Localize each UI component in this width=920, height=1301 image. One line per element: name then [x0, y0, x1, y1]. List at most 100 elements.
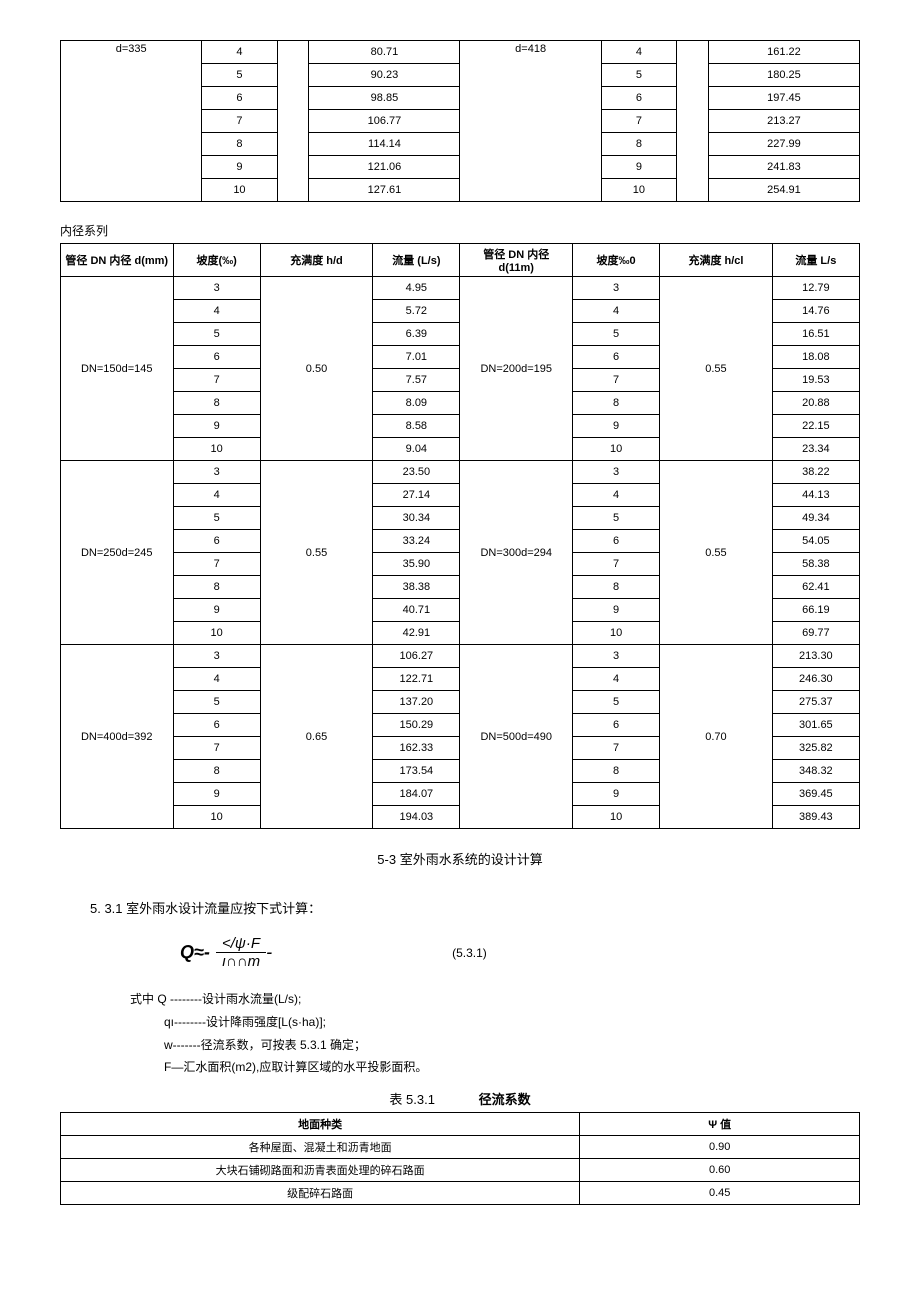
main-table: 管径 DN 内径 d(mm) 坡度(‰) 充满度 h/d 流量 (L/s) 管径…	[60, 243, 860, 829]
coeff-caption-right: 径流系数	[479, 1092, 531, 1107]
cell-slope: 6	[173, 346, 260, 369]
cell-flow: 106.27	[373, 645, 460, 668]
cell-slope: 4	[173, 300, 260, 323]
cell-slope: 6	[572, 714, 659, 737]
hdr-col4: 流量 (L/s)	[373, 244, 460, 277]
cell-flow: 38.22	[772, 461, 859, 484]
cell-slope: 8	[173, 392, 260, 415]
hd-cell: 0.55	[260, 461, 373, 645]
cell-flow: 40.71	[373, 599, 460, 622]
cell-slope: 3	[173, 277, 260, 300]
cell-flow: 254.91	[708, 179, 859, 202]
cell-flow: 16.51	[772, 323, 859, 346]
coeff-hdr-2: Ψ 值	[580, 1113, 860, 1136]
cell-flow: 8.09	[373, 392, 460, 415]
cell-flow: 5.72	[373, 300, 460, 323]
dn-cell: DN=150d=145	[61, 277, 174, 461]
cell-slope: 8	[601, 133, 676, 156]
cell-flow: 62.41	[772, 576, 859, 599]
cell-flow: 90.23	[309, 64, 460, 87]
hdr-col7: 充满度 h/cl	[660, 244, 773, 277]
cell-slope: 8	[572, 392, 659, 415]
cell-slope: 10	[202, 179, 277, 202]
hdr-col8: 流量 L/s	[772, 244, 859, 277]
cell-slope: 3	[173, 645, 260, 668]
cell-slope: 9	[572, 783, 659, 806]
cell-flow: 389.43	[772, 806, 859, 829]
coeff-table: 地面种类 Ψ 值 各种屋面、混凝土和沥青地面0.90大块石铺砌路面和沥青表面处理…	[60, 1112, 860, 1205]
cell-flow: 246.30	[772, 668, 859, 691]
cell-slope: 7	[572, 737, 659, 760]
cell-flow: 4.95	[373, 277, 460, 300]
cell-slope: 10	[173, 622, 260, 645]
cell-flow: 194.03	[373, 806, 460, 829]
cell-flow: 22.15	[772, 415, 859, 438]
top-table: d=335480.71d=4184161.22590.235180.25698.…	[60, 40, 860, 202]
cell-slope: 4	[173, 668, 260, 691]
hd-cell: 0.55	[660, 461, 773, 645]
hd-cell: 0.70	[660, 645, 773, 829]
formula-den: ı∩∩m	[216, 953, 266, 970]
cell-flow: 162.33	[373, 737, 460, 760]
cell-flow: 7.01	[373, 346, 460, 369]
cell-flow: 369.45	[772, 783, 859, 806]
cell-slope: 5	[173, 507, 260, 530]
hdr-col5: 管径 DN 内径 d(11m)	[460, 244, 573, 277]
formula-lhs: Q≈-	[180, 942, 210, 963]
cell-slope: 4	[601, 41, 676, 64]
cell-slope: 5	[601, 64, 676, 87]
cell-flow: 8.58	[373, 415, 460, 438]
cell-flow: 137.20	[373, 691, 460, 714]
dn-cell: DN=200d=195	[460, 277, 573, 461]
cell-flow: 122.71	[373, 668, 460, 691]
cell-flow: 6.39	[373, 323, 460, 346]
cell-slope: 5	[572, 691, 659, 714]
cell-slope: 5	[173, 691, 260, 714]
hd-cell: 0.65	[260, 645, 373, 829]
cell-slope: 8	[202, 133, 277, 156]
blank-cell	[277, 41, 309, 202]
series-label: 内径系列	[60, 222, 860, 239]
cell-slope: 6	[173, 714, 260, 737]
blank-cell	[677, 41, 709, 202]
cell-slope: 8	[572, 760, 659, 783]
def-line: qı--------设计降雨强度[L(s·ha)];	[164, 1011, 860, 1034]
cell-flow: 348.32	[772, 760, 859, 783]
hdr-col6: 坡度‰0	[572, 244, 659, 277]
cell-slope: 5	[572, 323, 659, 346]
cell-slope: 4	[572, 668, 659, 691]
cell-slope: 4	[572, 300, 659, 323]
cell-slope: 7	[173, 369, 260, 392]
cell-flow: 150.29	[373, 714, 460, 737]
calc-intro: 5. 3.1 室外雨水设计流量应按下式计算：	[90, 898, 860, 917]
cell-flow: 18.08	[772, 346, 859, 369]
cell-slope: 8	[173, 576, 260, 599]
cell-flow: 213.27	[708, 110, 859, 133]
cell-flow: 7.57	[373, 369, 460, 392]
cell-flow: 35.90	[373, 553, 460, 576]
cell-flow: 161.22	[708, 41, 859, 64]
cell-slope: 3	[572, 277, 659, 300]
cell-slope: 4	[572, 484, 659, 507]
cell-slope: 10	[572, 806, 659, 829]
coeff-caption: 表 5.3.1 径流系数	[60, 1089, 860, 1108]
cell-slope: 8	[572, 576, 659, 599]
def-line: 式中 Q --------设计雨水流量(L/s);	[130, 988, 860, 1011]
cell-flow: 49.34	[772, 507, 859, 530]
cell-slope: 6	[173, 530, 260, 553]
cell-flow: 14.76	[772, 300, 859, 323]
coeff-name: 各种屋面、混凝土和沥青地面	[61, 1136, 580, 1159]
cell-flow: 114.14	[309, 133, 460, 156]
cell-slope: 9	[173, 783, 260, 806]
top-d-right: d=418	[460, 41, 601, 202]
cell-slope: 3	[572, 645, 659, 668]
formula-tail: -	[266, 942, 272, 963]
coeff-caption-left: 表 5.3.1	[389, 1092, 435, 1107]
cell-flow: 23.50	[373, 461, 460, 484]
cell-flow: 27.14	[373, 484, 460, 507]
cell-flow: 23.34	[772, 438, 859, 461]
cell-flow: 106.77	[309, 110, 460, 133]
section-title: 5-3 室外雨水系统的设计计算	[60, 849, 860, 868]
cell-flow: 69.77	[772, 622, 859, 645]
dn-cell: DN=250d=245	[61, 461, 174, 645]
